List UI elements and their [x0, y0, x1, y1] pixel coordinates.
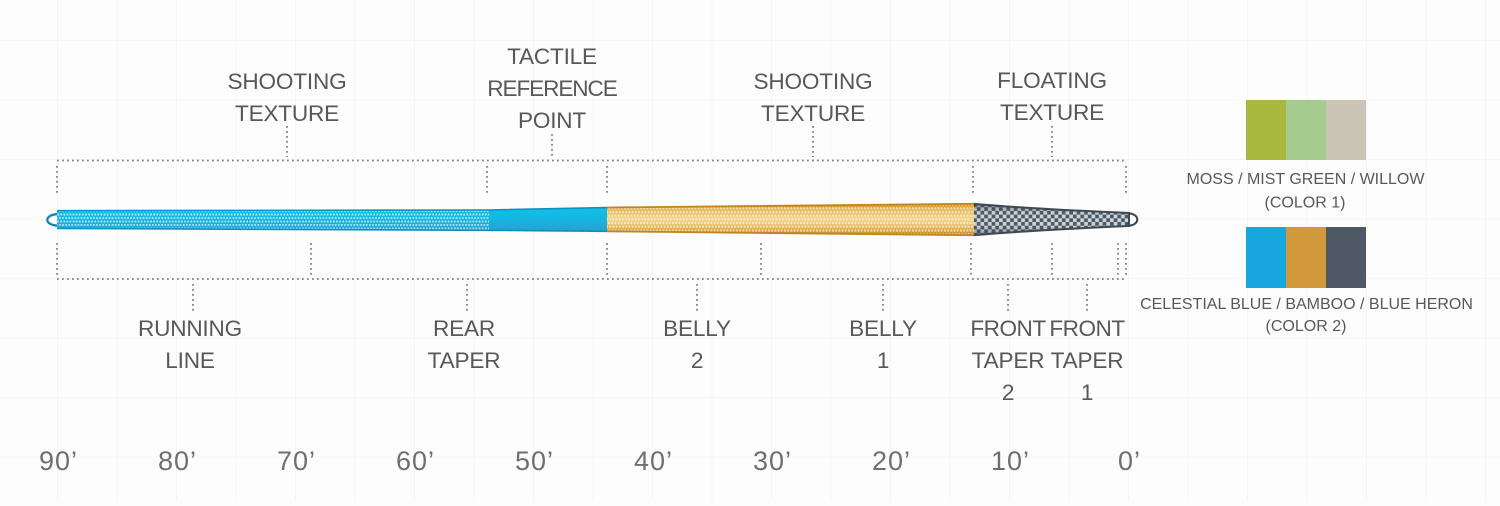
svg-text:FLOATING: FLOATING — [997, 68, 1107, 93]
svg-text:2: 2 — [691, 348, 703, 373]
svg-text:60’: 60’ — [396, 446, 435, 476]
svg-text:TACTILE: TACTILE — [507, 44, 597, 69]
svg-text:1: 1 — [877, 348, 889, 373]
svg-text:(COLOR 2): (COLOR 2) — [1266, 318, 1347, 335]
svg-text:POINT: POINT — [518, 108, 586, 133]
svg-text:BELLY: BELLY — [849, 316, 917, 341]
svg-text:REAR: REAR — [433, 316, 495, 341]
svg-text:FRONT: FRONT — [970, 316, 1046, 341]
svg-text:10’: 10’ — [991, 446, 1030, 476]
svg-text:30’: 30’ — [753, 446, 792, 476]
svg-text:50’: 50’ — [515, 446, 554, 476]
svg-text:SHOOTING: SHOOTING — [228, 69, 347, 94]
svg-text:LINE: LINE — [165, 348, 215, 373]
svg-text:70’: 70’ — [277, 446, 316, 476]
svg-text:TAPER: TAPER — [972, 348, 1045, 373]
svg-text:40’: 40’ — [634, 446, 673, 476]
svg-text:20’: 20’ — [872, 446, 911, 476]
svg-text:(COLOR 1): (COLOR 1) — [1265, 195, 1346, 212]
svg-text:2: 2 — [1002, 380, 1014, 405]
svg-text:CELESTIAL BLUE / BAMBOO / BLUE: CELESTIAL BLUE / BAMBOO / BLUE HERON — [1140, 296, 1473, 313]
svg-text:80’: 80’ — [158, 446, 197, 476]
svg-text:FRONT: FRONT — [1049, 316, 1125, 341]
svg-text:REFERENCE: REFERENCE — [487, 76, 617, 101]
svg-text:TAPER: TAPER — [428, 348, 501, 373]
svg-text:TEXTURE: TEXTURE — [761, 101, 865, 126]
svg-text:MOSS / MIST GREEN / WILLOW: MOSS / MIST GREEN / WILLOW — [1187, 171, 1426, 188]
svg-text:TEXTURE: TEXTURE — [1000, 100, 1104, 125]
svg-text:SHOOTING: SHOOTING — [754, 69, 873, 94]
svg-text:TAPER: TAPER — [1051, 348, 1124, 373]
svg-text:0’: 0’ — [1118, 446, 1141, 476]
svg-text:TEXTURE: TEXTURE — [235, 101, 339, 126]
svg-text:1: 1 — [1081, 380, 1093, 405]
svg-text:90’: 90’ — [39, 446, 78, 476]
svg-text:RUNNING: RUNNING — [138, 316, 242, 341]
svg-text:BELLY: BELLY — [663, 316, 731, 341]
